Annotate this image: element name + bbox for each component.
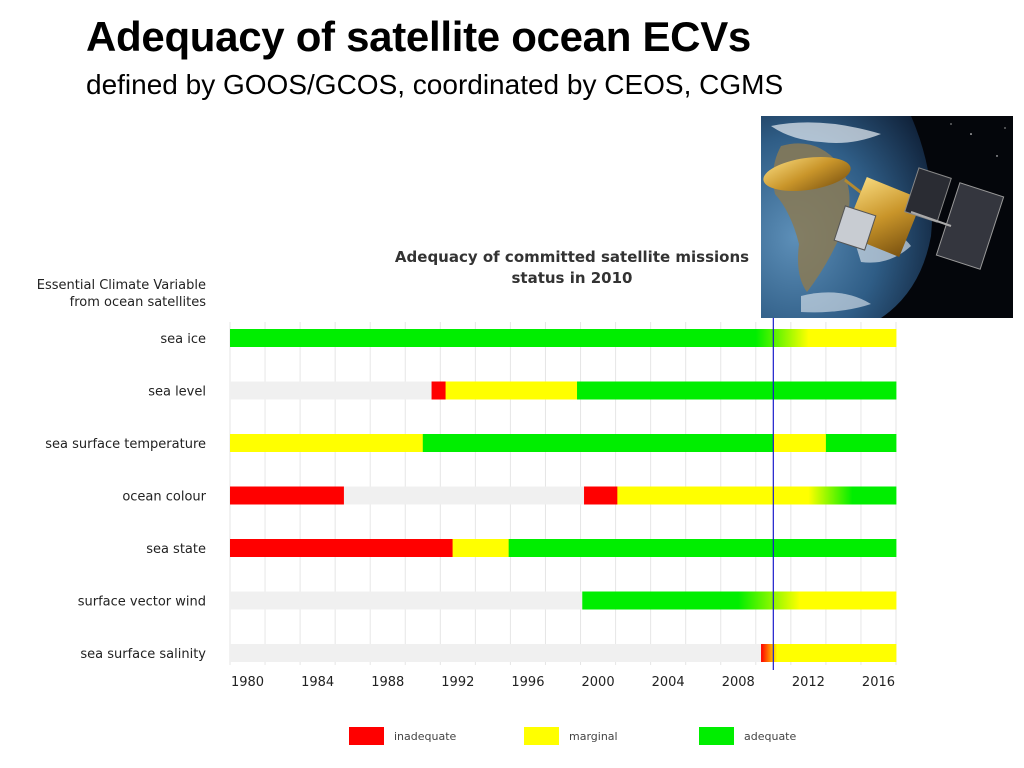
x-tick-label: 1984 [301, 675, 334, 690]
segment-marginal [452, 539, 510, 557]
legend: inadequate marginal adequate [349, 727, 796, 745]
segment-adequate [508, 539, 897, 557]
segment-marginal [799, 591, 897, 610]
segment-marginal [617, 486, 809, 505]
x-axis-ticks: 1980 1984 1988 1992 1996 2000 2004 2008 2012 2016 [231, 675, 895, 690]
row-header-line-1: Essential Climate Variable [37, 278, 206, 293]
segment-marginal [808, 329, 897, 347]
status-bars [230, 329, 897, 662]
segment-adequate [852, 486, 897, 505]
segment-marginal [776, 644, 897, 662]
segment-inadequate [431, 381, 446, 400]
slide-subtitle: defined by GOOS/GCOS, coordinated by CEO… [86, 69, 784, 100]
segment-inadequate [230, 539, 453, 557]
segment-adequate [755, 329, 809, 347]
x-tick-label: 2016 [862, 675, 895, 690]
row-label: sea surface salinity [80, 647, 206, 662]
x-tick-label: 2008 [722, 675, 755, 690]
segment-adequate [577, 381, 897, 400]
legend-label: inadequate [394, 730, 457, 743]
segment-adequate [738, 591, 801, 610]
segment-adequate [825, 434, 897, 452]
segment-adequate [422, 434, 774, 452]
row-label: sea state [146, 542, 206, 557]
legend-swatch-inadequate [349, 727, 384, 745]
segment-inadequate [230, 486, 345, 505]
x-tick-label: 1980 [231, 675, 264, 690]
legend-swatch-marginal [524, 727, 559, 745]
segment-marginal [445, 381, 578, 400]
segment-none [343, 486, 585, 505]
row-labels: sea ice sea level sea surface temperature o… [45, 332, 206, 662]
segment-inadequate [584, 486, 618, 505]
segment-none [230, 591, 583, 610]
segment-marginal [230, 434, 424, 452]
x-tick-label: 1996 [511, 675, 544, 690]
x-tick-label: 2000 [582, 675, 615, 690]
segment-marginal [773, 434, 827, 452]
segment-inadequate [761, 644, 778, 662]
row-header-line-2: from ocean satellites [70, 295, 207, 310]
segment-none [230, 381, 432, 400]
row-label: sea surface temperature [45, 437, 206, 452]
x-tick-label: 2004 [652, 675, 685, 690]
chart-title-line-1: Adequacy of committed satellite missions [395, 248, 749, 266]
satellite-photo [761, 116, 1013, 318]
row-label: surface vector wind [78, 595, 206, 610]
segment-none [230, 644, 762, 662]
legend-label: marginal [569, 730, 618, 743]
segment-marginal [808, 486, 853, 505]
row-label: sea ice [160, 332, 206, 347]
row-label: ocean colour [122, 490, 206, 505]
segment-adequate [582, 591, 739, 610]
row-label: sea level [148, 385, 206, 400]
legend-label: adequate [744, 730, 796, 743]
slide-title: Adequacy of satellite ocean ECVs [86, 13, 751, 60]
x-tick-label: 1988 [371, 675, 404, 690]
x-tick-label: 2012 [792, 675, 825, 690]
segment-adequate [230, 329, 757, 347]
satellite-illustration [761, 116, 1013, 318]
chart-title-line-2: status in 2010 [511, 269, 632, 287]
legend-swatch-adequate [699, 727, 734, 745]
x-tick-label: 1992 [441, 675, 474, 690]
